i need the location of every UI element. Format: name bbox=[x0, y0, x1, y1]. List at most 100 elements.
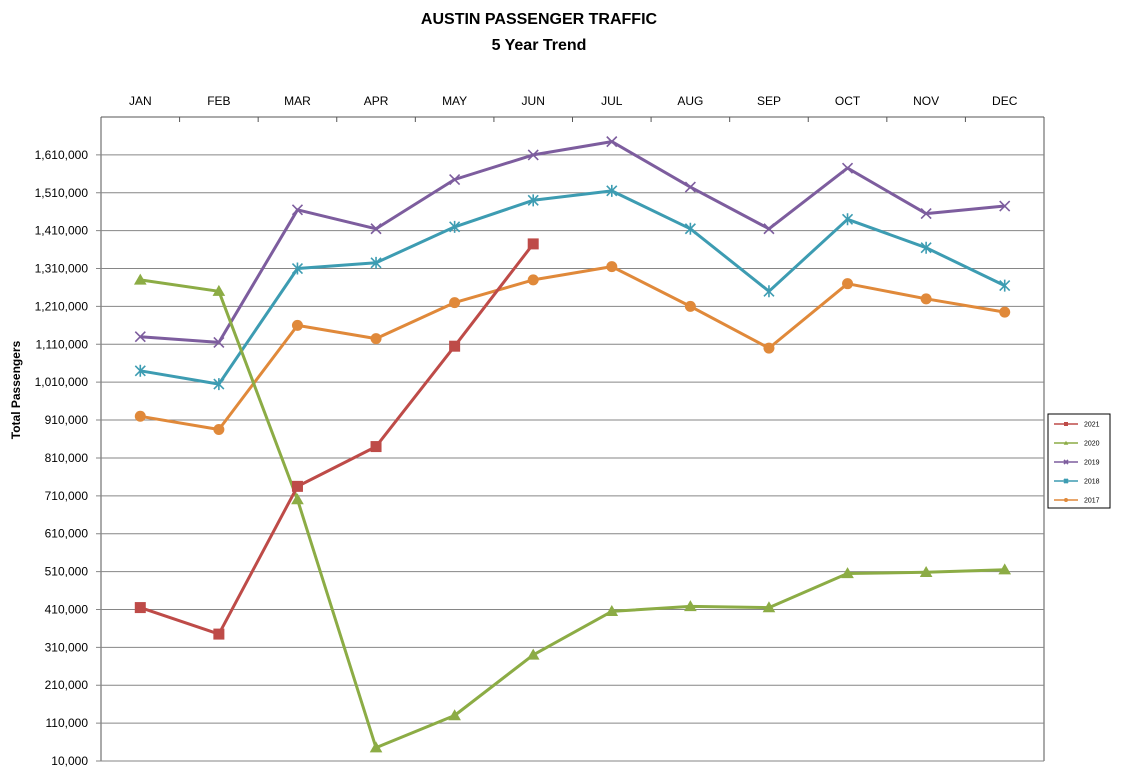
series-line-2017 bbox=[140, 265, 1005, 431]
data-point-2019 bbox=[841, 162, 854, 174]
legend-label-2019: 2019 bbox=[1084, 460, 1100, 467]
data-point-2017 bbox=[449, 297, 461, 309]
y-tick-label: 510,000 bbox=[45, 565, 89, 579]
data-point-2021 bbox=[449, 340, 461, 352]
legend-marker-2021 bbox=[1064, 422, 1068, 426]
y-tick-label: 310,000 bbox=[45, 640, 89, 654]
series-line-2020 bbox=[140, 278, 1005, 750]
series-line-2018 bbox=[140, 189, 1006, 386]
x-tick-label: JUN bbox=[522, 94, 545, 108]
data-point-2019 bbox=[134, 331, 146, 343]
x-axis-categories: JAN FEB MAR APR MAY JUN JUL AUG SEP OCT NOV DEC bbox=[129, 94, 1018, 108]
y-tick-label: 810,000 bbox=[45, 451, 89, 465]
legend: 2021 2020 2019 2018 2017 bbox=[1047, 413, 1111, 509]
data-point-2017 bbox=[606, 261, 618, 273]
data-point-2020 bbox=[133, 273, 147, 285]
y-tick-label: 610,000 bbox=[45, 527, 89, 541]
y-tick-label: 1,310,000 bbox=[35, 262, 89, 276]
legend-marker-2017 bbox=[1064, 498, 1068, 502]
data-point-2019 bbox=[449, 173, 461, 186]
data-point-2018 bbox=[841, 213, 854, 226]
x-tick-label: JAN bbox=[129, 94, 152, 108]
y-axis-label: Total Passengers bbox=[9, 340, 23, 439]
y-tick-label: 110,000 bbox=[46, 716, 89, 730]
data-point-2019 bbox=[527, 149, 539, 161]
chart-title: AUSTIN PASSENGER TRAFFIC bbox=[421, 11, 658, 28]
data-point-2020 bbox=[762, 601, 776, 613]
data-point-2018 bbox=[527, 194, 539, 207]
data-point-2020 bbox=[526, 648, 540, 660]
data-point-2020 bbox=[212, 284, 226, 296]
series-group bbox=[133, 136, 1012, 753]
data-point-2021 bbox=[213, 628, 225, 640]
data-point-2018 bbox=[449, 220, 461, 233]
data-point-2018 bbox=[370, 256, 382, 269]
y-tick-label: 710,000 bbox=[45, 489, 89, 503]
series-line-2021 bbox=[139, 242, 535, 636]
data-point-2020 bbox=[841, 567, 854, 579]
data-point-2017 bbox=[134, 410, 146, 422]
x-tick-label: JUL bbox=[601, 94, 623, 108]
series-2021 bbox=[134, 238, 539, 640]
series-2019 bbox=[134, 136, 1011, 348]
y-tick-label: 10,000 bbox=[51, 754, 88, 768]
series-2017 bbox=[134, 261, 1011, 436]
legend-label-2021: 2021 bbox=[1084, 422, 1100, 429]
data-point-2017 bbox=[842, 278, 854, 290]
data-point-2018 bbox=[134, 364, 146, 377]
data-point-2020 bbox=[291, 493, 304, 505]
data-point-2018 bbox=[684, 222, 696, 235]
y-tick-label: 1,510,000 bbox=[35, 186, 89, 200]
x-tick-label: AUG bbox=[677, 94, 703, 108]
data-point-2018 bbox=[920, 241, 932, 254]
data-point-2018 bbox=[999, 279, 1011, 292]
gridlines bbox=[96, 116, 1045, 762]
legend-marker-2020 bbox=[1063, 440, 1069, 445]
data-point-2017 bbox=[920, 293, 932, 305]
data-point-2018 bbox=[763, 285, 775, 298]
legend-box bbox=[1047, 413, 1111, 509]
y-tick-label: 910,000 bbox=[45, 413, 89, 427]
y-axis-ticks: 10,000 110,000 210,000 310,000 410,000 510,00… bbox=[35, 148, 89, 768]
data-point-2018 bbox=[606, 184, 618, 197]
data-point-2021 bbox=[291, 480, 303, 492]
data-point-2017 bbox=[999, 306, 1011, 318]
series-2020 bbox=[133, 273, 1012, 753]
data-point-2019 bbox=[370, 223, 382, 235]
data-point-2020 bbox=[448, 709, 461, 721]
series-2018 bbox=[134, 184, 1011, 391]
data-point-2017 bbox=[527, 274, 539, 286]
data-point-2019 bbox=[763, 223, 775, 235]
legend-marker-2019 bbox=[1063, 459, 1069, 465]
data-point-2019 bbox=[213, 336, 225, 348]
data-point-2019 bbox=[684, 181, 696, 193]
data-point-2021 bbox=[370, 441, 382, 453]
data-point-2020 bbox=[919, 566, 933, 578]
data-point-2020 bbox=[684, 600, 697, 612]
data-point-2019 bbox=[606, 136, 618, 148]
data-point-2018 bbox=[213, 378, 225, 391]
y-tick-label: 1,010,000 bbox=[35, 375, 89, 389]
x-tick-label: MAY bbox=[442, 94, 467, 108]
data-point-2017 bbox=[763, 342, 775, 354]
legend-label-2020: 2020 bbox=[1084, 441, 1100, 448]
data-point-2017 bbox=[213, 424, 225, 436]
data-point-2019 bbox=[999, 200, 1011, 212]
y-tick-label: 1,110,000 bbox=[36, 337, 89, 351]
data-point-2020 bbox=[605, 605, 619, 617]
data-point-2017 bbox=[291, 319, 303, 331]
data-point-2021 bbox=[134, 602, 146, 614]
data-point-2017 bbox=[684, 300, 696, 312]
data-point-2020 bbox=[998, 563, 1012, 575]
x-tick-label: NOV bbox=[913, 94, 939, 108]
x-tick-label: FEB bbox=[207, 94, 230, 108]
y-tick-label: 1,410,000 bbox=[35, 224, 89, 238]
legend-label-2018: 2018 bbox=[1084, 479, 1100, 486]
data-point-2019 bbox=[920, 208, 932, 220]
legend-label-2017: 2017 bbox=[1084, 498, 1100, 505]
y-tick-label: 1,210,000 bbox=[35, 299, 89, 313]
legend-marker-2018 bbox=[1063, 478, 1069, 484]
data-point-2019 bbox=[291, 204, 304, 216]
data-point-2018 bbox=[291, 262, 304, 275]
